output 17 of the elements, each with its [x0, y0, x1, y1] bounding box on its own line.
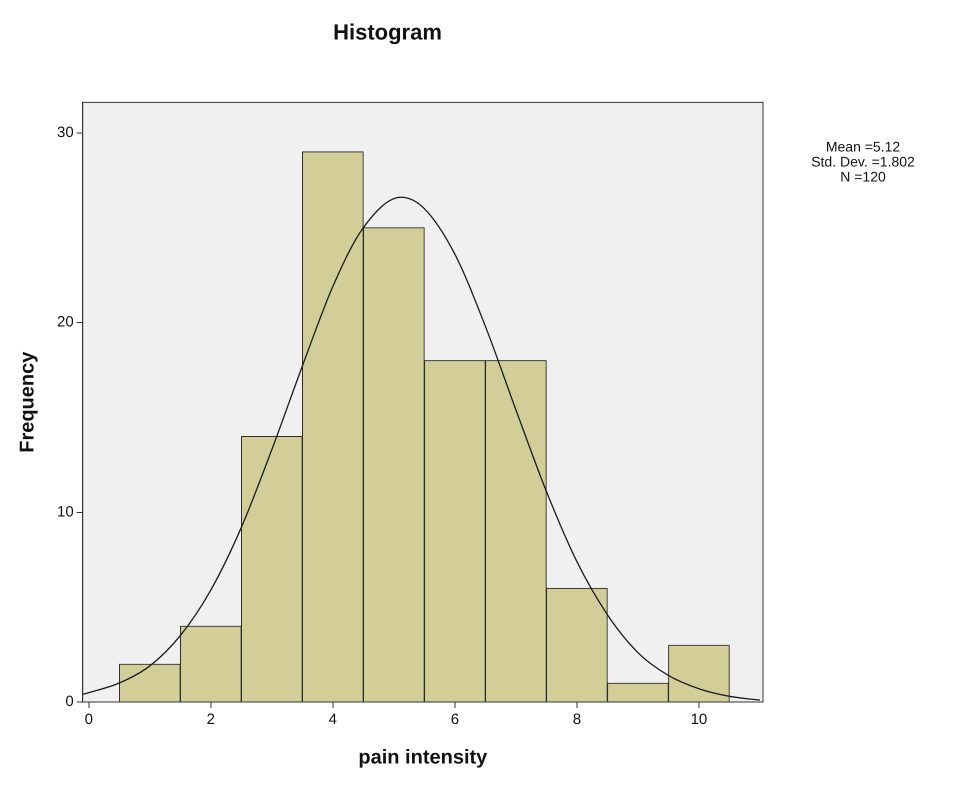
x-tick-label: 4 — [328, 711, 338, 728]
x-tick-label: 6 — [450, 711, 460, 728]
y-tick-label: 30 — [56, 124, 74, 141]
text: N =120 — [840, 168, 886, 184]
text: Std. Dev. =1.802 — [811, 153, 916, 170]
chart-title: Histogram — [333, 19, 442, 44]
x-tick-label: 2 — [206, 711, 215, 728]
x-axis-title: pain intensity — [358, 746, 488, 769]
line-series — [82, 196, 761, 701]
text: Mean =5.12 — [826, 138, 900, 154]
y-tick-label: 10 — [56, 503, 74, 520]
x-tick-label: 8 — [572, 711, 582, 728]
x-tick-label: 0 — [84, 711, 93, 728]
y-tick-label: 0 — [65, 693, 74, 710]
y-tick-label: 20 — [56, 314, 74, 331]
y-axis-title: Frequency — [16, 350, 39, 453]
x-tick-label: 10 — [690, 711, 708, 728]
